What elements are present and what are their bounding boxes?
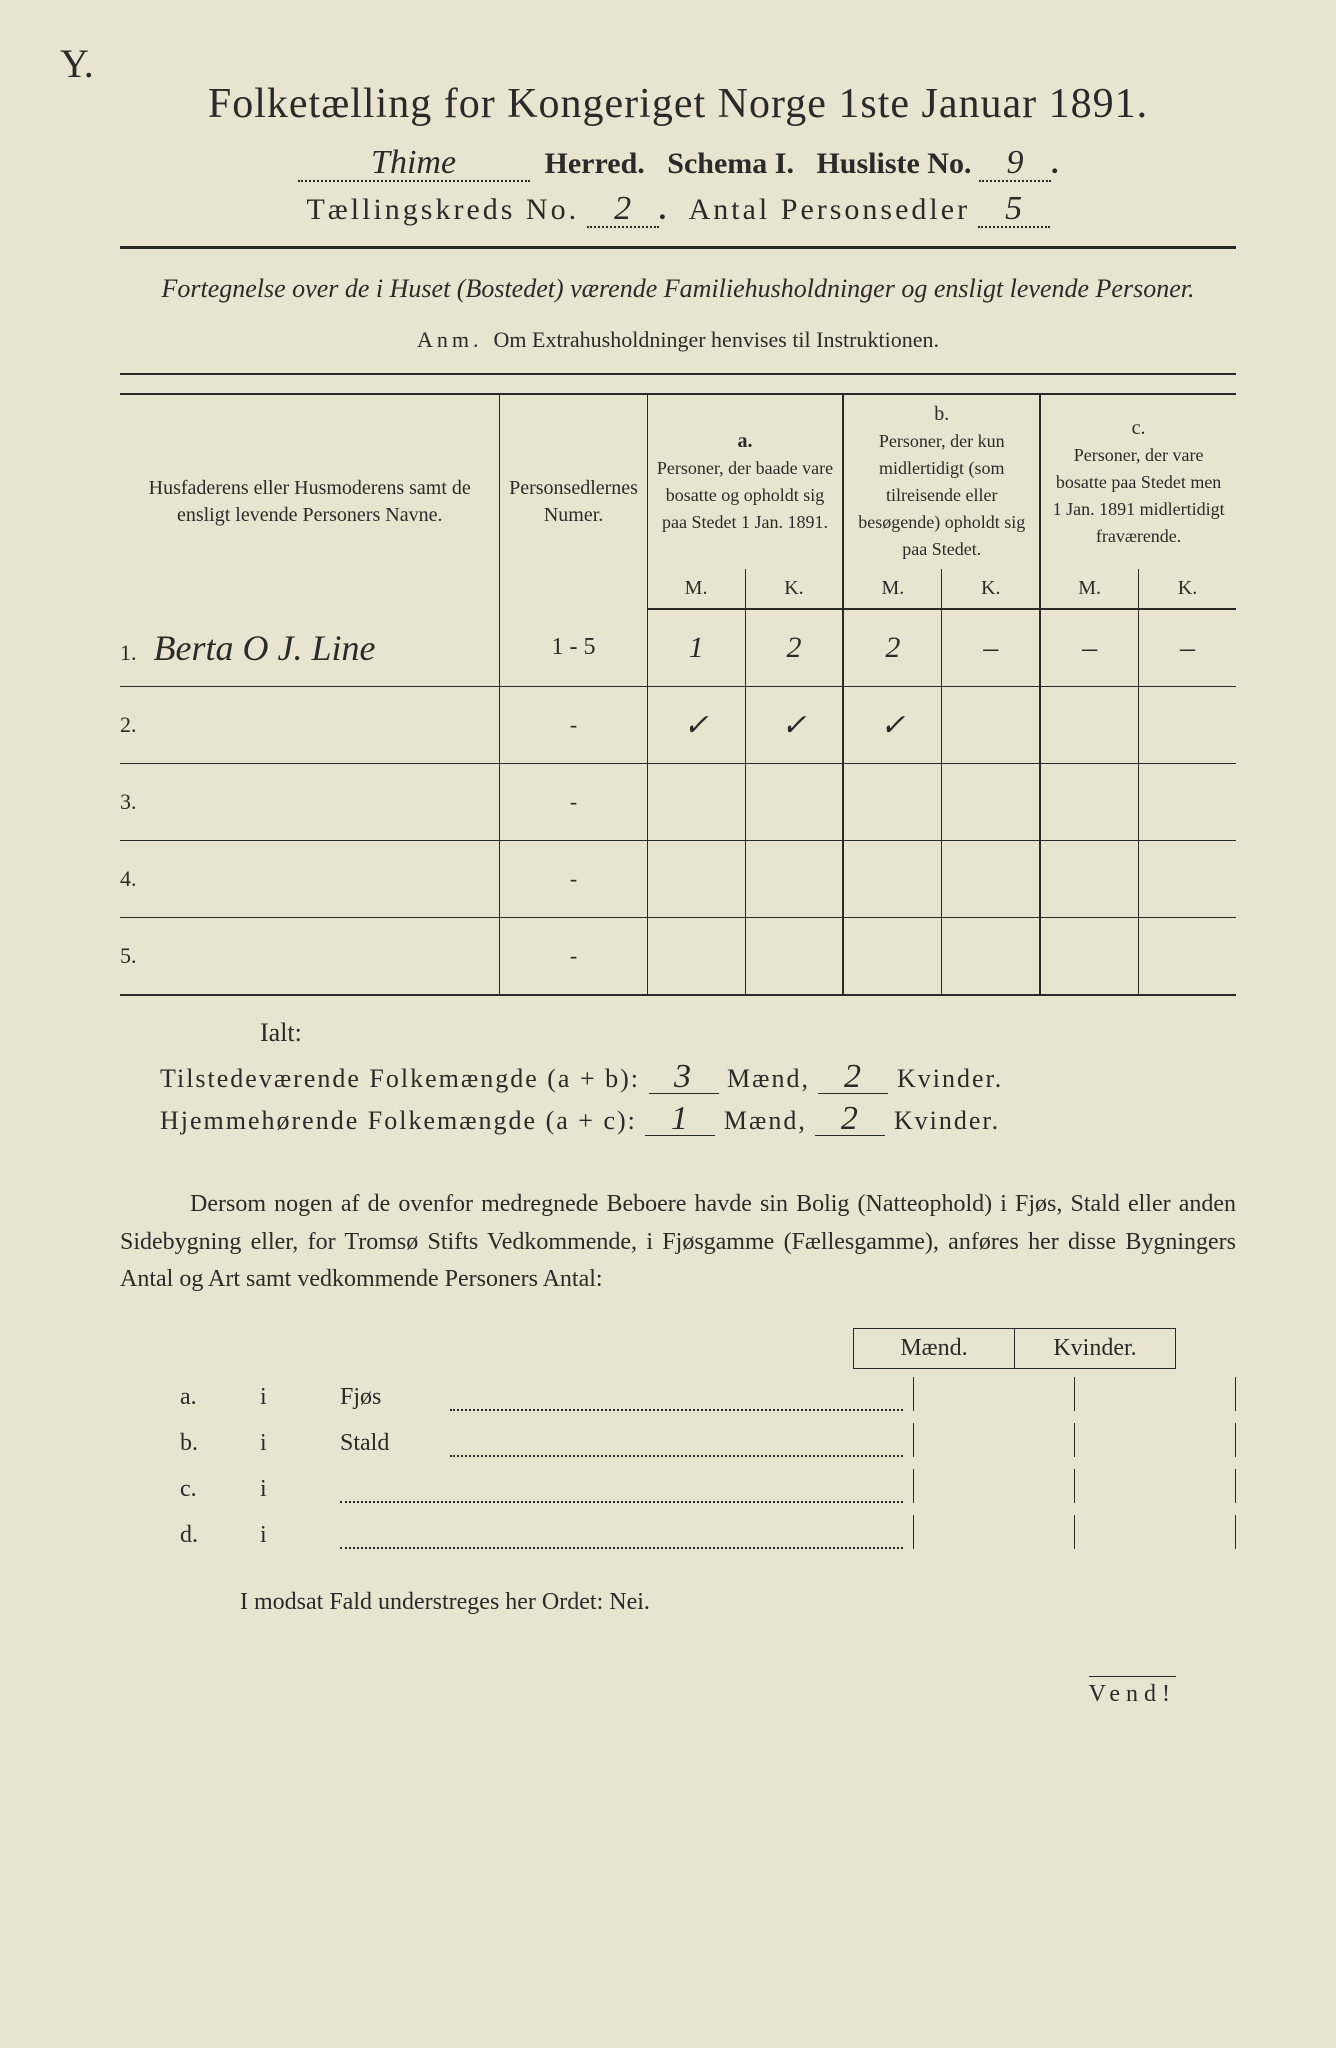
divider bbox=[120, 246, 1236, 249]
anm-note: Anm. Om Extrahusholdninger henvises til … bbox=[120, 327, 1236, 353]
husliste-value: 9 bbox=[979, 146, 1051, 182]
kreds-label: Tællingskreds No. bbox=[306, 193, 579, 226]
cell-numer: - bbox=[500, 841, 647, 918]
sum2-m: 1 bbox=[645, 1104, 715, 1136]
mk-header: Mænd. Kvinder. bbox=[120, 1328, 1176, 1369]
col-m: M. bbox=[647, 569, 745, 609]
bldg-row-c: c.i bbox=[180, 1469, 1236, 1503]
cell-bM: 2 bbox=[843, 609, 941, 687]
table-row: 5. - bbox=[120, 918, 1236, 996]
cell-aK: ✓ bbox=[745, 687, 843, 764]
table-row: 1. Berta O J. Line 1 - 5 1 2 2 – – – bbox=[120, 609, 1236, 687]
herred-label: Herred. bbox=[545, 147, 645, 180]
cell-cM: – bbox=[1040, 609, 1138, 687]
row-number: 2. bbox=[120, 712, 148, 738]
husliste-label: Husliste No. bbox=[816, 147, 971, 180]
nei-line: I modsat Fald understreges her Ordet: Ne… bbox=[240, 1589, 1236, 1616]
col-k: K. bbox=[942, 569, 1040, 609]
cell-numer: 1 - 5 bbox=[500, 609, 647, 687]
maend-header: Mænd. bbox=[853, 1328, 1014, 1369]
cell-aM: 1 bbox=[647, 609, 745, 687]
col-header-numer: Personsedlernes Numer. bbox=[500, 394, 647, 609]
page-title: Folketælling for Kongeriget Norge 1ste J… bbox=[120, 80, 1236, 128]
subtitle: Fortegnelse over de i Huset (Bostedet) v… bbox=[120, 271, 1236, 307]
row-number: 5. bbox=[120, 943, 148, 969]
antal-label: Antal Personsedler bbox=[689, 193, 970, 226]
cell-cK: – bbox=[1139, 609, 1236, 687]
person-name: Berta O J. Line bbox=[154, 628, 376, 668]
antal-value: 5 bbox=[978, 192, 1050, 228]
building-rows: a.i Fjøs b.i Stald c.i d.i bbox=[180, 1377, 1236, 1549]
row-number: 3. bbox=[120, 789, 148, 815]
census-form: Folketælling for Kongeriget Norge 1ste J… bbox=[0, 0, 1336, 1676]
divider bbox=[120, 373, 1236, 375]
row-number: 1. bbox=[120, 640, 148, 666]
vend-label: Vend! bbox=[1089, 1676, 1176, 1708]
cell-bK: – bbox=[942, 609, 1040, 687]
bldg-row-a: a.i Fjøs bbox=[180, 1377, 1236, 1411]
bldg-row-b: b.i Stald bbox=[180, 1423, 1236, 1457]
herred-value: Thime bbox=[298, 146, 530, 182]
col-header-b: b.Personer, der kun midlertidigt (som ti… bbox=[843, 394, 1040, 569]
cell-numer: - bbox=[500, 687, 647, 764]
cell-aK: 2 bbox=[745, 609, 843, 687]
col-m: M. bbox=[1040, 569, 1138, 609]
cell-cM bbox=[1040, 687, 1138, 764]
census-table: Husfaderens eller Husmoderens samt de en… bbox=[120, 393, 1236, 996]
sum-hjemme: Hjemmehørende Folkemængde (a + c): 1 Mæn… bbox=[160, 1104, 1236, 1136]
col-header-a: a.Personer, der baade vare bosatte og op… bbox=[647, 394, 843, 569]
cell-numer: - bbox=[500, 764, 647, 841]
col-k: K. bbox=[1139, 569, 1236, 609]
sum-tilstede: Tilstedeværende Folkemængde (a + b): 3 M… bbox=[160, 1062, 1236, 1094]
kvinder-header: Kvinder. bbox=[1014, 1328, 1176, 1369]
cell-cK bbox=[1139, 687, 1236, 764]
anm-text: Om Extrahusholdninger henvises til Instr… bbox=[494, 327, 939, 352]
sum1-m: 3 bbox=[649, 1062, 719, 1094]
building-paragraph: Dersom nogen af de ovenfor medregnede Be… bbox=[120, 1186, 1236, 1298]
cell-numer: - bbox=[500, 918, 647, 996]
col-header-c: c.Personer, der vare bosatte paa Stedet … bbox=[1040, 394, 1236, 569]
anm-prefix: Anm. bbox=[417, 327, 483, 352]
col-k: K. bbox=[745, 569, 843, 609]
table-row: 3. - bbox=[120, 764, 1236, 841]
table-row: 4. - bbox=[120, 841, 1236, 918]
sum2-k: 2 bbox=[815, 1104, 885, 1136]
cell-bM: ✓ bbox=[843, 687, 941, 764]
table-row: 2. - ✓ ✓ ✓ bbox=[120, 687, 1236, 764]
cell-bK bbox=[942, 687, 1040, 764]
cell-aM: ✓ bbox=[647, 687, 745, 764]
ialt-label: Ialt: bbox=[260, 1018, 1236, 1048]
sum1-k: 2 bbox=[818, 1062, 888, 1094]
row-number: 4. bbox=[120, 866, 148, 892]
kreds-value: 2 bbox=[587, 192, 659, 228]
col-header-name: Husfaderens eller Husmoderens samt de en… bbox=[120, 394, 500, 609]
header-line-3: Tællingskreds No. 2. Antal Personsedler … bbox=[120, 192, 1236, 228]
schema-label: Schema I. bbox=[667, 147, 794, 180]
bldg-row-d: d.i bbox=[180, 1515, 1236, 1549]
col-m: M. bbox=[843, 569, 941, 609]
header-line-2: Thime Herred. Schema I. Husliste No. 9. bbox=[120, 146, 1236, 182]
